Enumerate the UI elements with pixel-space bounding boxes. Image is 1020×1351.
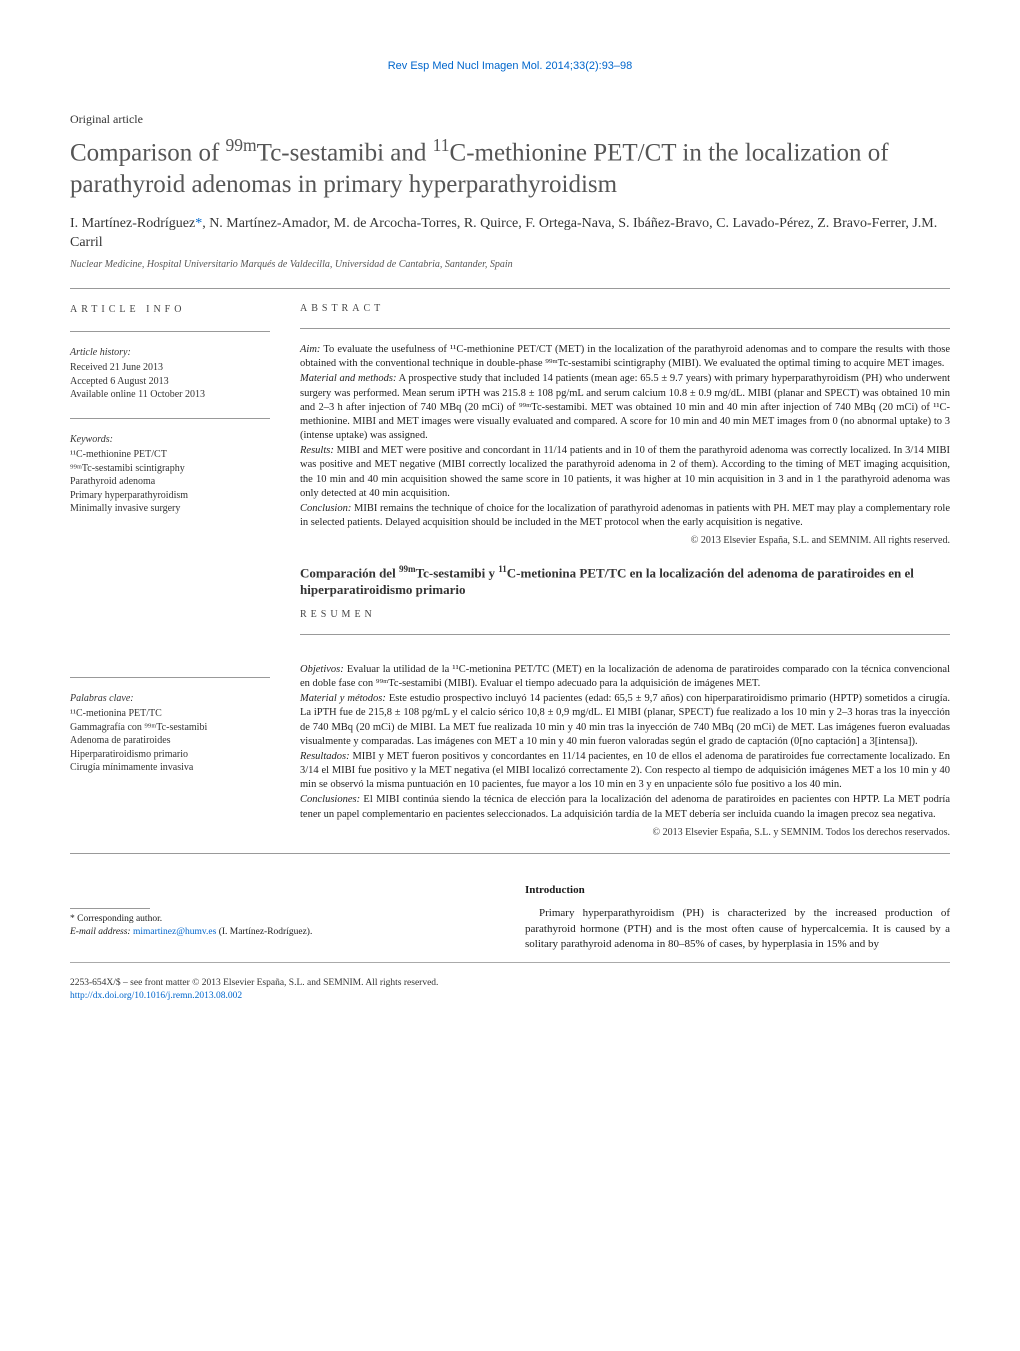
article-info-label: ARTICLE INFO [70, 303, 270, 317]
info-abstract-row: ARTICLE INFO Article history: Received 2… [70, 303, 950, 649]
con-text: El MIBI continúa siendo la técnica de el… [300, 794, 950, 819]
palabras-block: Palabras clave: ¹¹C-metionina PET/TC Gam… [70, 692, 270, 775]
article-info-sidebar: ARTICLE INFO Article history: Received 2… [70, 303, 270, 649]
abstract-label: ABSTRACT [300, 303, 950, 314]
article-history: Article history: Received 21 June 2013 A… [70, 346, 270, 402]
mat-label: Material y métodos: [300, 693, 386, 704]
divider [70, 853, 950, 854]
palabra-item: Hiperparatiroidismo primario [70, 748, 270, 762]
email-label: E-mail address: [70, 927, 131, 937]
introduction-column: Introduction Primary hyperparathyroidism… [525, 884, 950, 952]
res-text: MIBI y MET fueron positivos y concordant… [300, 751, 950, 790]
corresponding-name: (I. Martínez-Rodríguez). [219, 927, 313, 937]
divider [70, 677, 270, 678]
keyword-item: Parathyroid adenoma [70, 475, 270, 489]
palabras-heading: Palabras clave: [70, 692, 270, 706]
divider [70, 962, 950, 963]
journal-header: Rev Esp Med Nucl Imagen Mol. 2014;33(2):… [70, 60, 950, 72]
keyword-item: ¹¹C-methionine PET/CT [70, 448, 270, 462]
palabra-item: ¹¹C-metionina PET/TC [70, 707, 270, 721]
conclusion-text: MIBI remains the technique of choice for… [300, 503, 950, 528]
abstract-body: Aim: To evaluate the usefulness of ¹¹C-m… [300, 343, 950, 548]
corresponding-author: * Corresponding author. E-mail address: … [70, 908, 495, 939]
introduction-heading: Introduction [525, 884, 950, 896]
footer-copyright: 2253-654X/$ – see front matter © 2013 El… [70, 977, 950, 989]
conclusion-label: Conclusion: [300, 503, 351, 514]
resumen-label: RESUMEN [300, 609, 950, 620]
introduction-text: Primary hyperparathyroidism (PH) is char… [525, 906, 950, 952]
results-label: Results: [300, 445, 334, 456]
divider [300, 328, 950, 329]
palabra-item: Gammagrafía con ⁹⁹ᵐTc-sestamibi [70, 721, 270, 735]
resumen-body: Objetivos: Evaluar la utilidad de la ¹¹C… [300, 663, 950, 839]
aim-label: Aim: [300, 344, 320, 355]
divider [70, 288, 950, 289]
intro-section: * Corresponding author. E-mail address: … [70, 884, 950, 952]
palabras-sidebar: Palabras clave: ¹¹C-metionina PET/TC Gam… [70, 663, 270, 839]
con-label: Conclusiones: [300, 794, 360, 805]
abstract-copyright: © 2013 Elsevier España, S.L. and SEMNIM.… [300, 534, 950, 548]
article-title: Comparison of 99mTc-sestamibi and 11C-me… [70, 135, 950, 200]
keyword-item: Primary hyperparathyroidism [70, 489, 270, 503]
footer-doi[interactable]: http://dx.doi.org/10.1016/j.remn.2013.08… [70, 990, 950, 1002]
mat-text: Este estudio prospectivo incluyó 14 paci… [300, 693, 950, 747]
results-text: MIBI and MET were positive and concordan… [300, 445, 950, 499]
history-received: Received 21 June 2013 [70, 361, 270, 375]
authors-list: I. Martínez-Rodríguez*, N. Martínez-Amad… [70, 214, 950, 253]
keyword-item: ⁹⁹ᵐTc-sestamibi scintigraphy [70, 462, 270, 476]
history-accepted: Accepted 6 August 2013 [70, 375, 270, 389]
resumen-row: Palabras clave: ¹¹C-metionina PET/TC Gam… [70, 663, 950, 839]
aim-text: To evaluate the usefulness of ¹¹C-methio… [300, 344, 950, 369]
divider [70, 418, 270, 419]
footnote-column: * Corresponding author. E-mail address: … [70, 884, 495, 952]
palabra-item: Cirugía mínimamente invasiva [70, 761, 270, 775]
page-footer: 2253-654X/$ – see front matter © 2013 El… [70, 977, 950, 1002]
spanish-title: Comparación del 99mTc-sestamibi y 11C-me… [300, 564, 950, 599]
corresponding-email[interactable]: mimartinez@humv.es [133, 927, 216, 937]
divider [70, 331, 270, 332]
divider [300, 634, 950, 635]
keywords-heading: Keywords: [70, 433, 270, 447]
corresponding-label: * Corresponding author. [70, 913, 495, 926]
keywords-block: Keywords: ¹¹C-methionine PET/CT ⁹⁹ᵐTc-se… [70, 433, 270, 516]
resumen-column: Objetivos: Evaluar la utilidad de la ¹¹C… [300, 663, 950, 839]
obj-text: Evaluar la utilidad de la ¹¹C-metionina … [300, 664, 950, 689]
abstract-column: ABSTRACT Aim: To evaluate the usefulness… [300, 303, 950, 649]
history-heading: Article history: [70, 346, 270, 360]
res-label: Resultados: [300, 751, 350, 762]
history-online: Available online 11 October 2013 [70, 388, 270, 402]
palabra-item: Adenoma de paratiroides [70, 734, 270, 748]
article-type: Original article [70, 112, 950, 127]
obj-label: Objetivos: [300, 664, 344, 675]
resumen-copyright: © 2013 Elsevier España, S.L. y SEMNIM. T… [300, 826, 950, 840]
methods-label: Material and methods: [300, 373, 396, 384]
methods-text: A prospective study that included 14 pat… [300, 373, 950, 441]
keyword-item: Minimally invasive surgery [70, 502, 270, 516]
affiliation: Nuclear Medicine, Hospital Universitario… [70, 259, 950, 270]
